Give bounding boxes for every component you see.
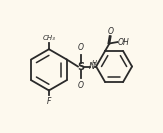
Text: N: N: [89, 62, 95, 71]
Text: O: O: [78, 43, 84, 52]
Text: O: O: [78, 81, 84, 90]
Text: OH: OH: [118, 38, 130, 47]
Text: H: H: [92, 60, 97, 66]
Text: S: S: [77, 61, 84, 72]
Text: F: F: [47, 97, 51, 106]
Text: CH₃: CH₃: [43, 36, 55, 41]
Text: O: O: [108, 27, 114, 36]
